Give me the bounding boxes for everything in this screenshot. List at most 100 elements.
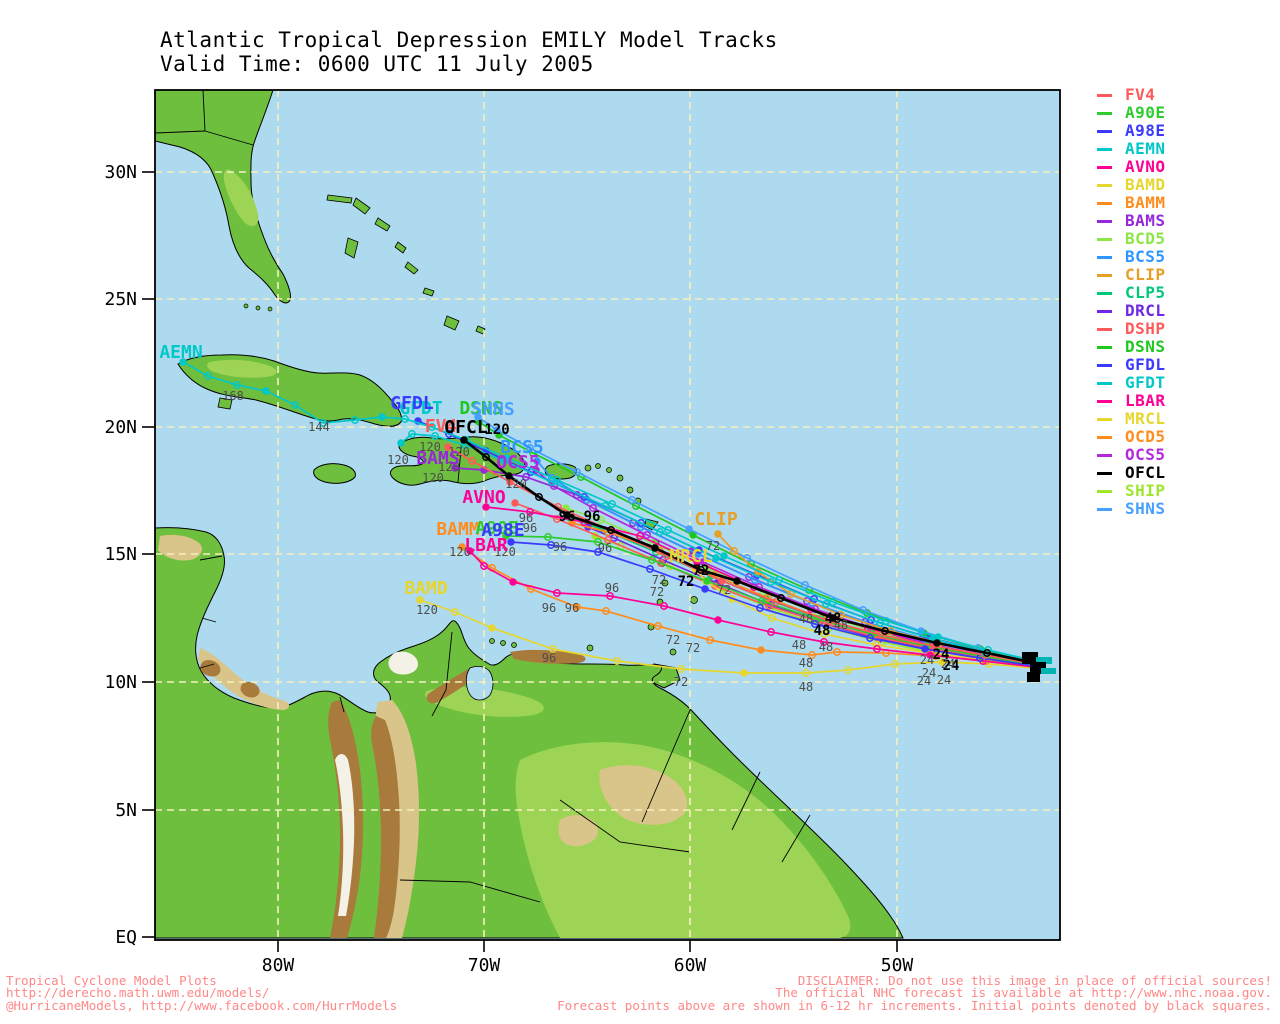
track-point [685, 525, 693, 533]
track-point [867, 616, 875, 624]
track-point [767, 578, 775, 586]
legend-label: OCD5 [1125, 427, 1166, 446]
island [586, 644, 594, 652]
border-line [154, 130, 206, 134]
legend-item-CLIP: CLIP [1097, 266, 1166, 284]
track-point [777, 594, 785, 602]
hour-label-120: 120 [422, 471, 444, 485]
legend-label: LBAR [1125, 391, 1166, 410]
track-point [714, 530, 722, 538]
legend-item-SHIP: SHIP [1097, 482, 1166, 500]
track-point [451, 464, 459, 472]
track-point [873, 645, 881, 653]
track-point [660, 602, 668, 610]
legend-swatch [1097, 93, 1112, 97]
footer-source-title: Tropical Cyclone Model Plots [6, 973, 217, 988]
terrain-shading [198, 648, 290, 710]
track-point [594, 548, 602, 556]
track-point [594, 538, 602, 546]
border-line [399, 879, 541, 903]
hour-label-72: 72 [650, 585, 664, 599]
island [595, 463, 601, 469]
track-point [408, 430, 416, 438]
track-point [882, 617, 890, 625]
border-line [202, 89, 206, 132]
track-point [844, 666, 852, 674]
hour-label-120: 120 [494, 545, 516, 559]
initial-point-square [1041, 668, 1056, 674]
track-point [697, 566, 705, 574]
legend-item-BAMM: BAMM [1097, 194, 1166, 212]
track-point [677, 665, 685, 673]
legend-swatch [1097, 363, 1112, 367]
legend-item-MRCL: MRCL [1097, 410, 1166, 428]
legend-label: BAMM [1125, 193, 1166, 212]
legend-item-AEMN: AEMN [1097, 140, 1166, 158]
track-point [756, 604, 764, 612]
terrain-shading [510, 649, 586, 664]
track-point [547, 541, 555, 549]
legend-label: A98E [1125, 121, 1166, 140]
track-point [458, 543, 466, 551]
landmass [154, 89, 291, 304]
border-line [201, 617, 217, 623]
legend-swatch [1097, 147, 1112, 151]
model-tracks [179, 358, 1036, 677]
track-point [553, 476, 561, 484]
landmass [344, 237, 359, 259]
island [661, 579, 669, 587]
legend-swatch [1097, 489, 1112, 493]
legend-swatch [1097, 201, 1112, 205]
track-point [507, 538, 515, 546]
track-line-A98E [510, 541, 1036, 667]
track-point [511, 499, 519, 507]
track-line-MRCL [694, 568, 1036, 667]
hour-label-24: 24 [937, 673, 951, 687]
plot-valid-time: Valid Time: 0600 UTC 11 July 2005 [160, 52, 594, 76]
track-point [767, 628, 775, 636]
footer-disclaimer: DISCLAIMER: Do not use this image in pla… [797, 973, 1272, 988]
track-point [544, 533, 552, 541]
legend-label: BCD5 [1125, 229, 1166, 248]
legend-swatch [1097, 417, 1112, 421]
track-point [810, 595, 818, 603]
map-label-BCS5: BCS5 [500, 437, 543, 458]
track-point [589, 504, 597, 512]
hour-label-72: 72 [674, 675, 688, 689]
track-point [881, 627, 889, 635]
lon-axis-label-80W: 80W [262, 955, 295, 976]
legend-label: OFCL [1125, 463, 1166, 482]
legend-item-A90E: A90E [1097, 104, 1166, 122]
island [511, 642, 517, 648]
legend-item-OCD5: OCD5 [1097, 428, 1166, 446]
hour-label-96: 96 [565, 601, 579, 615]
track-point [431, 432, 439, 440]
legend-item-BAMS: BAMS [1097, 212, 1166, 230]
track-point [637, 519, 645, 527]
border-line [199, 663, 215, 669]
track-point [643, 531, 651, 539]
map-label-OFCL: OFCL [444, 417, 488, 438]
legend-swatch [1097, 291, 1112, 295]
track-point [613, 657, 621, 665]
island [669, 648, 677, 656]
track-point [983, 649, 991, 657]
track-point [607, 526, 615, 534]
track-point [758, 597, 766, 605]
island [243, 303, 249, 309]
track-point [401, 415, 409, 423]
track-point [580, 493, 588, 501]
hour-label-96: 96 [519, 511, 533, 525]
footer-nhc-note: The official NHC forecast is available a… [775, 985, 1272, 1001]
island [255, 305, 261, 311]
title-block: Atlantic Tropical Depression EMILY Model… [160, 28, 778, 76]
track-line-OFCL [463, 438, 1036, 665]
legend-label: SHNS [1125, 499, 1166, 518]
track-point [801, 581, 809, 589]
track-point [808, 599, 816, 607]
track-point [730, 547, 738, 555]
track-line-GFDT [400, 433, 1036, 664]
map-label-GFDT: GFDT [399, 398, 443, 419]
track-point [535, 493, 543, 501]
landmass [217, 397, 233, 410]
